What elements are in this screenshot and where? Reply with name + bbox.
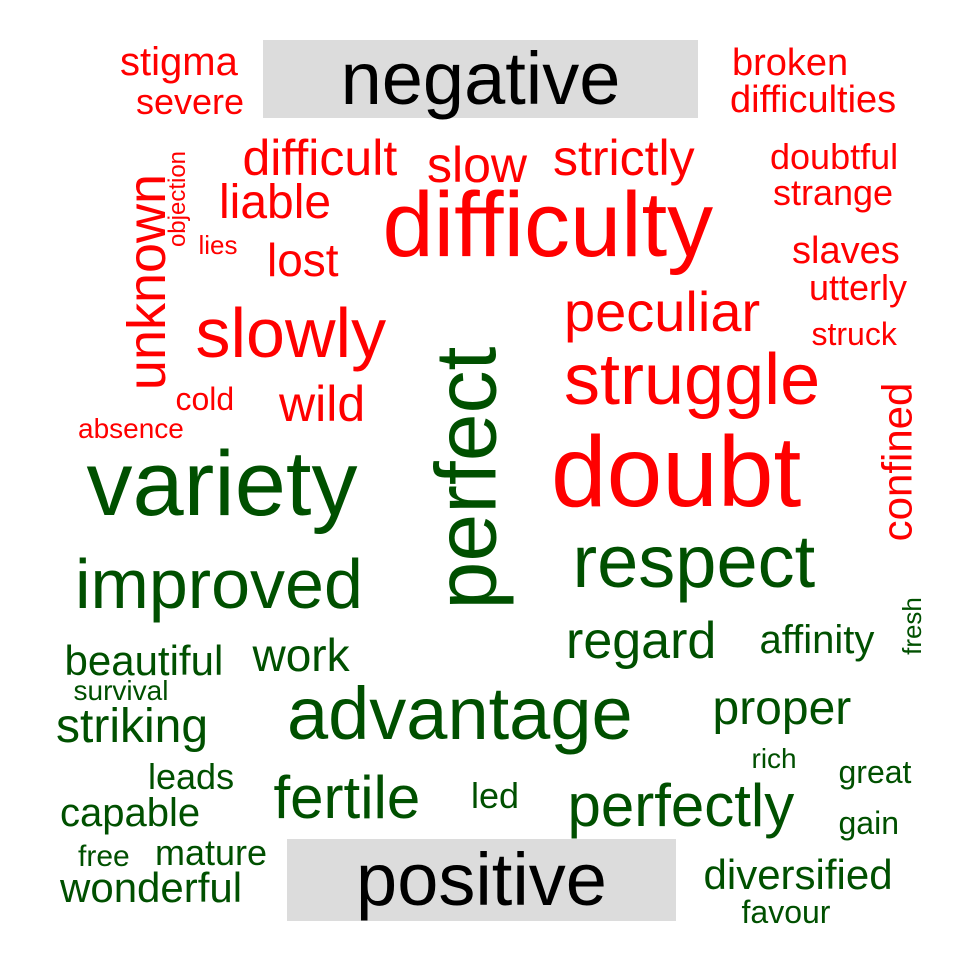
word-confined: confined (872, 382, 920, 542)
word-struggle: struggle (564, 340, 821, 420)
word-wild: wild (279, 376, 366, 432)
word-liable: liable (219, 176, 332, 229)
word-respect: respect (572, 520, 816, 603)
word-severe: severe (136, 81, 245, 122)
word-difficult: difficult (242, 130, 398, 186)
word-fertile: fertile (273, 764, 421, 831)
positive-group-label: positive (356, 838, 607, 921)
word-work: work (252, 629, 350, 681)
word-stigma: stigma (120, 40, 238, 84)
word-difficulty: difficulty (382, 174, 714, 276)
word-advantage: advantage (287, 672, 633, 755)
word-slowly: slowly (195, 294, 387, 372)
word-wonderful: wonderful (60, 864, 243, 911)
word-lost: lost (267, 234, 339, 286)
word-absence: absence (78, 413, 184, 444)
word-led: led (471, 775, 520, 816)
word-doubtful: doubtful (770, 136, 899, 177)
word-gain: gain (838, 805, 900, 841)
word-variety: variety (86, 433, 358, 535)
word-peculiar: peculiar (564, 280, 761, 343)
word-slaves: slaves (792, 230, 900, 272)
word-perfectly: perfectly (567, 772, 795, 839)
word-mature: mature (155, 832, 268, 873)
word-struck: struck (811, 316, 897, 352)
word-free: free (78, 840, 130, 873)
word-doubt: doubt (551, 416, 802, 528)
negative-group-label: negative (340, 37, 621, 120)
negative-group-header: negative (263, 40, 698, 118)
word-utterly: utterly (809, 267, 908, 308)
word-diversified: diversified (703, 851, 893, 898)
word-objection: objection (164, 150, 192, 248)
word-lies: lies (198, 230, 238, 260)
word-cold: cold (175, 381, 235, 417)
word-strictly: strictly (553, 130, 695, 186)
word-rich: rich (751, 743, 797, 774)
word-improved: improved (75, 545, 363, 623)
word-favour: favour (741, 894, 831, 930)
word-affinity: affinity (759, 618, 875, 662)
positive-group-header: positive (287, 839, 676, 921)
word-regard: regard (566, 612, 717, 670)
word-beautiful: beautiful (64, 637, 224, 684)
word-difficulties: difficulties (730, 79, 897, 121)
word-strange: strange (773, 172, 894, 213)
word-fresh: fresh (896, 597, 927, 655)
word-leads: leads (148, 756, 235, 797)
word-striking: striking (56, 700, 209, 753)
word-proper: proper (712, 682, 852, 735)
word-great: great (838, 754, 912, 790)
word-slow: slow (427, 137, 528, 193)
word-survival: survival (73, 675, 169, 706)
word-capable: capable (60, 791, 201, 835)
word-perfect: perfect (417, 346, 514, 610)
word-broken: broken (732, 42, 849, 84)
